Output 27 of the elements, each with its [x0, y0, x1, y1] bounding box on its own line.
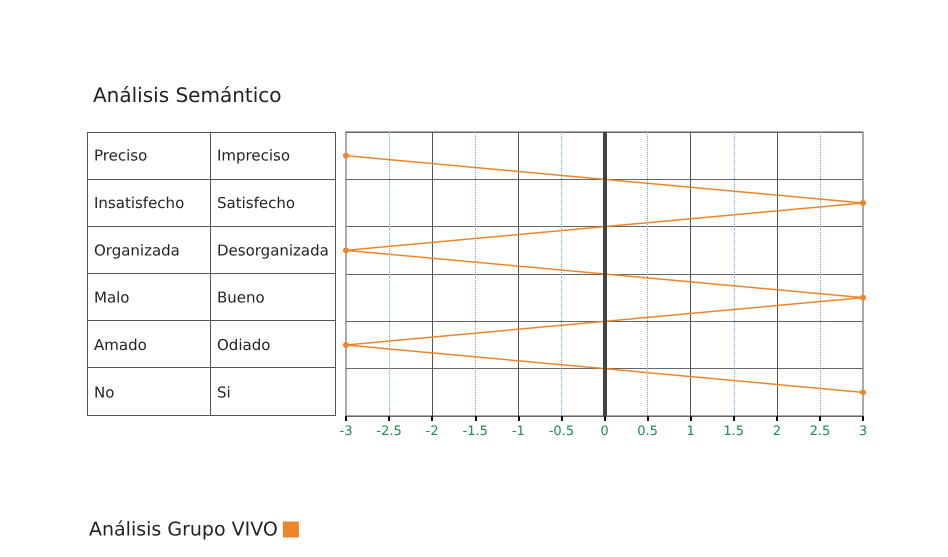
x-tick-label: 1 — [686, 424, 695, 439]
y2-tick-label: Preciso — [94, 146, 148, 165]
x-tick-label: -1 — [512, 424, 525, 439]
x-tick-label: -2 — [426, 424, 439, 439]
chart-title: Análisis Semántico — [93, 83, 282, 107]
y2-tick-label: Malo — [94, 288, 130, 307]
x-tick-label: -1.5 — [462, 424, 488, 439]
x-tick-label: 1.5 — [723, 424, 744, 439]
y2-tick-label: Insatisfecho — [94, 194, 184, 212]
x-tick-label: 0 — [600, 424, 609, 439]
x-tick-label: 0.5 — [637, 424, 658, 439]
x-tick-label: -0.5 — [548, 424, 574, 439]
x-tick-label: -3 — [340, 424, 352, 439]
x-tick-label: -2.5 — [376, 424, 402, 439]
y-tick-label: Satisfecho — [217, 194, 296, 212]
y2-tick-label: Organizada — [94, 241, 180, 260]
y-tick-label: Impreciso — [217, 146, 290, 165]
y2-tick-label: Amado — [94, 336, 147, 354]
x-tick-label: 3 — [858, 424, 868, 439]
y-tick-label: Bueno — [217, 288, 265, 307]
legend-label: Análisis Grupo VIVO — [88, 518, 278, 540]
y2-tick-label: No — [94, 383, 114, 402]
x-tick-label: 2 — [772, 424, 781, 439]
y-tick-label: Odiado — [217, 336, 270, 354]
y-tick-label: Si — [217, 383, 231, 402]
x-tick-label: 2.5 — [810, 424, 830, 439]
y-tick-label: Desorganizada — [217, 241, 329, 260]
